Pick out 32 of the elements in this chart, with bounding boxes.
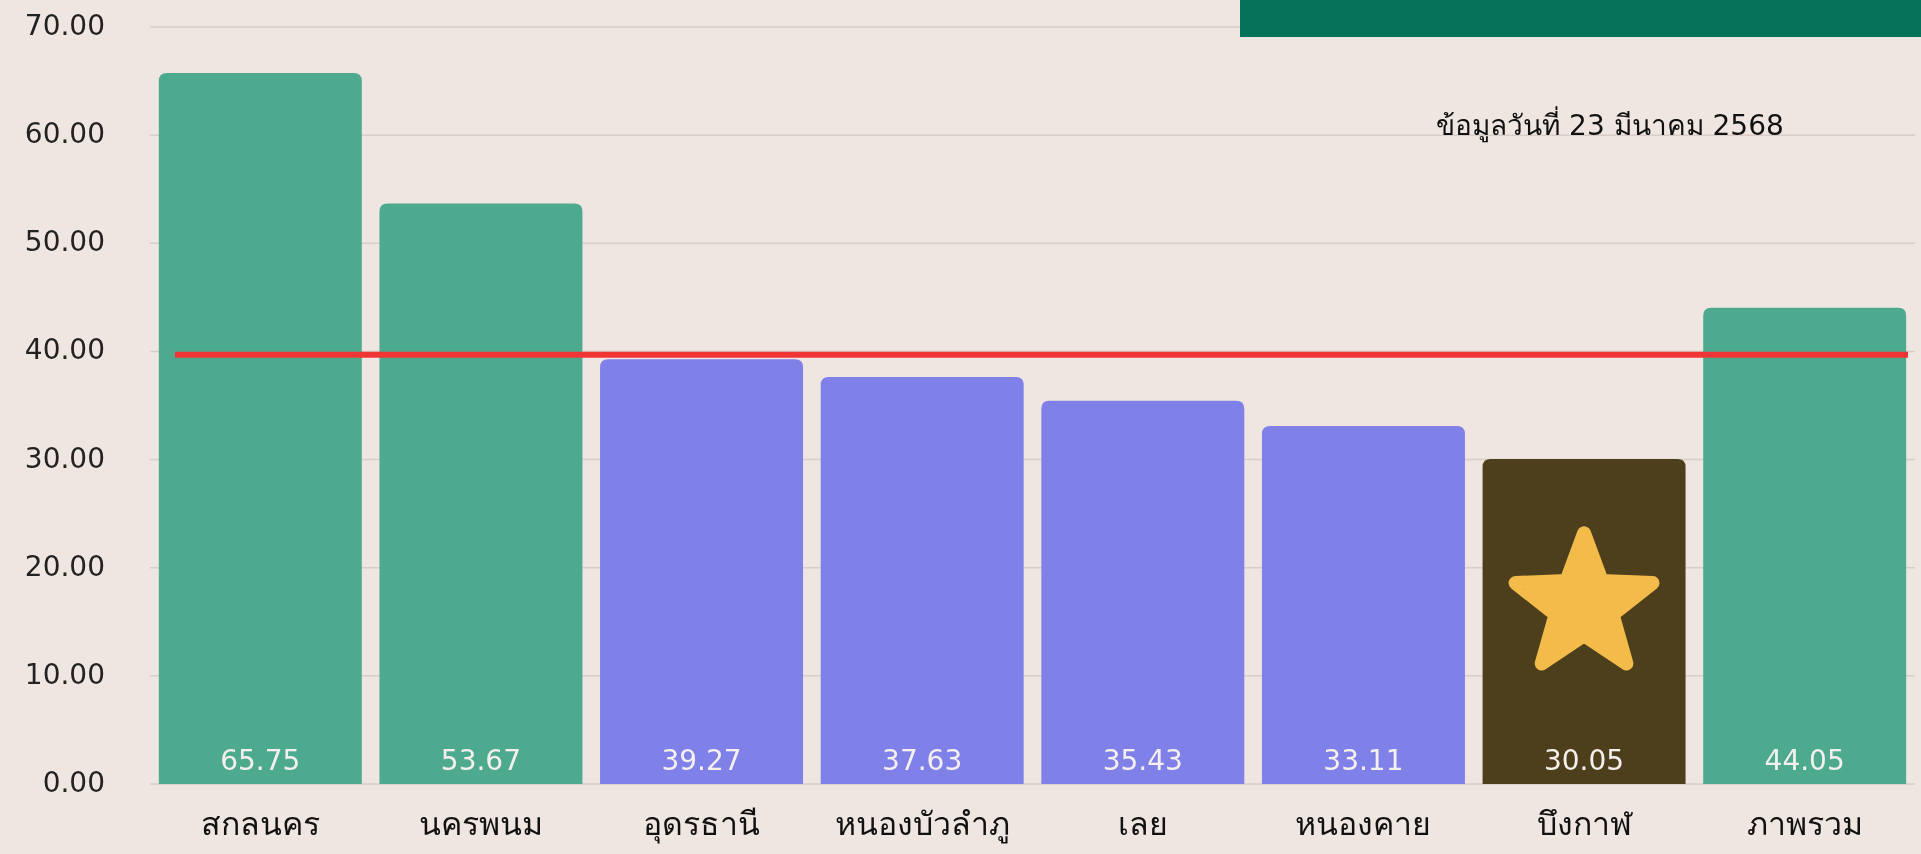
x-tick-label: บึงกาฬ [1536,805,1633,843]
x-tick-label: อุดรธานี [643,805,761,844]
bar [1703,307,1907,784]
bar [158,72,362,784]
y-tick-label: 60.00 [24,117,105,151]
data-label: 39.27 [661,744,742,777]
y-tick-label: 0.00 [42,766,105,799]
data-label: 33.11 [1323,744,1404,777]
x-tick-label: นครพนม [418,805,543,843]
x-tick-label: เลย [1117,805,1168,843]
data-label: 35.43 [1102,744,1183,777]
data-label: 30.05 [1543,744,1625,777]
bar [600,359,804,784]
data-label: 44.05 [1764,744,1845,777]
annotation: ข้อมูลวันที่ 23 มีนาคม 2568 [1436,106,1784,143]
bar [1041,400,1245,784]
bar [1261,425,1465,784]
bar [820,377,1024,784]
y-tick-label: 50.00 [24,225,105,259]
x-tick-label: ภาพรวม [1746,805,1863,843]
data-label: 37.63 [882,744,963,777]
y-tick-label: 20.00 [24,549,105,583]
bar [379,203,583,784]
y-tick-label: 30.00 [24,441,105,475]
data-label: 65.75 [220,744,301,777]
y-tick-label: 10.00 [24,657,105,691]
x-tick-label: สกลนคร [200,805,320,843]
x-tick-label: หนองบัวลำภู [834,805,1010,844]
data-label: 53.67 [440,744,522,777]
x-tick-label: หนองคาย [1295,805,1432,843]
y-tick-label: 40.00 [24,333,105,367]
y-tick-label: 70.00 [24,9,105,42]
